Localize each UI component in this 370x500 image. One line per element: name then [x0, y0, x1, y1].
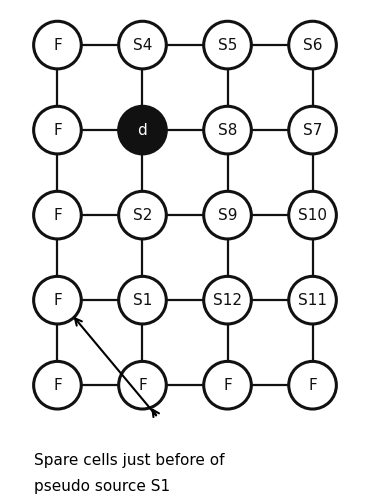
Circle shape	[204, 22, 251, 69]
Circle shape	[289, 192, 336, 239]
Text: F: F	[223, 378, 232, 392]
Text: d: d	[138, 122, 147, 138]
Circle shape	[34, 192, 81, 239]
Text: S9: S9	[218, 208, 237, 222]
Text: F: F	[53, 122, 62, 138]
Text: F: F	[53, 378, 62, 392]
Text: S8: S8	[218, 122, 237, 138]
Circle shape	[204, 192, 251, 239]
Circle shape	[119, 276, 166, 324]
Text: Spare cells just before of: Spare cells just before of	[34, 453, 224, 468]
Circle shape	[34, 276, 81, 324]
Text: F: F	[138, 378, 147, 392]
Circle shape	[34, 22, 81, 69]
Circle shape	[289, 106, 336, 154]
Text: F: F	[53, 208, 62, 222]
Circle shape	[119, 362, 166, 409]
Text: S2: S2	[133, 208, 152, 222]
Text: S12: S12	[213, 292, 242, 308]
Circle shape	[204, 276, 251, 324]
Circle shape	[34, 362, 81, 409]
Text: S7: S7	[303, 122, 322, 138]
Circle shape	[289, 276, 336, 324]
Text: S1: S1	[133, 292, 152, 308]
Circle shape	[34, 106, 81, 154]
Circle shape	[289, 362, 336, 409]
Circle shape	[204, 106, 251, 154]
Text: pseudo source S1: pseudo source S1	[34, 478, 170, 494]
Text: F: F	[53, 38, 62, 52]
Text: S6: S6	[303, 38, 322, 52]
Text: S4: S4	[133, 38, 152, 52]
Circle shape	[119, 106, 166, 154]
Text: S5: S5	[218, 38, 237, 52]
Text: F: F	[308, 378, 317, 392]
Text: S11: S11	[298, 292, 327, 308]
Text: S10: S10	[298, 208, 327, 222]
Text: F: F	[53, 292, 62, 308]
Circle shape	[204, 362, 251, 409]
Circle shape	[119, 22, 166, 69]
Circle shape	[119, 192, 166, 239]
Circle shape	[289, 22, 336, 69]
